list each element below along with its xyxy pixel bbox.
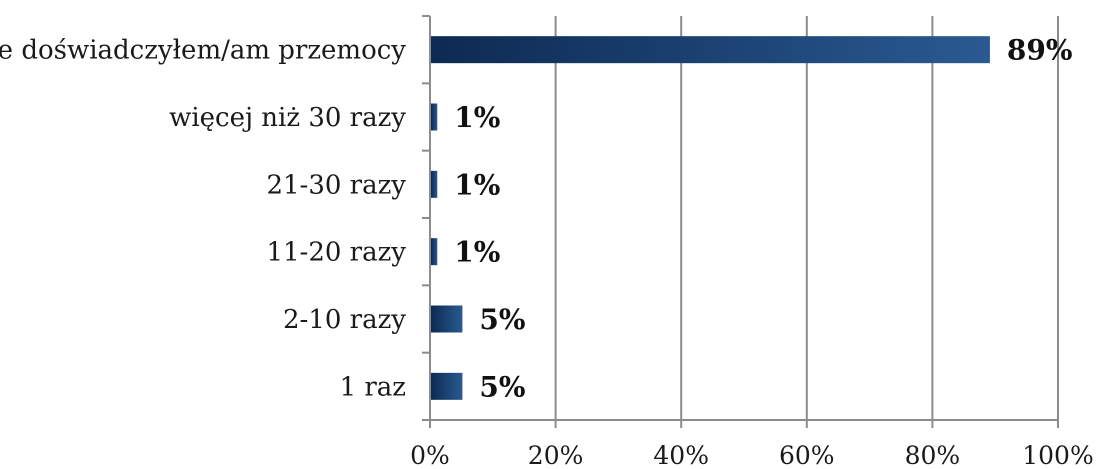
bar — [431, 305, 463, 333]
category-label: 21-30 razy — [266, 170, 406, 200]
x-tick-label: 20% — [528, 441, 584, 469]
category-label: 11-20 razy — [266, 238, 406, 268]
bar — [431, 238, 438, 266]
category-label: 2-10 razy — [283, 305, 406, 335]
labels: 0% 20% 40% 60% 80% 100% nie doświadczyłem/am p… — [0, 34, 1094, 469]
data-label: 1% — [454, 168, 500, 201]
data-label: 5% — [479, 370, 525, 403]
bar — [431, 372, 463, 400]
x-tick-label: 0% — [410, 441, 450, 469]
x-tick-label: 60% — [779, 441, 835, 469]
bars — [431, 36, 990, 400]
axes — [422, 15, 1059, 428]
x-tick-label: 40% — [653, 441, 709, 469]
bar — [431, 36, 990, 64]
data-label: 1% — [454, 101, 500, 134]
category-label: nie doświadczyłem/am przemocy — [0, 36, 406, 66]
category-label: 1 raz — [340, 372, 406, 402]
data-label: 1% — [454, 236, 500, 269]
gridlines — [554, 16, 1059, 420]
data-label: 89% — [1007, 34, 1073, 67]
bar — [431, 103, 438, 131]
x-tick-label: 100% — [1022, 441, 1093, 469]
category-label: więcej niż 30 razy — [169, 103, 406, 133]
data-label: 5% — [479, 303, 525, 336]
bar — [431, 170, 438, 198]
x-tick-label: 80% — [905, 441, 961, 469]
